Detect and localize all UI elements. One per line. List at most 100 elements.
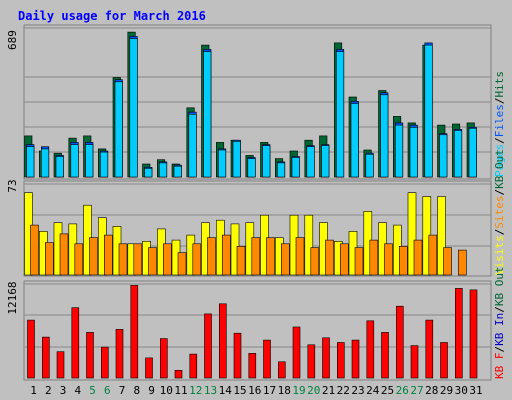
bar-sites-day-24 [369,239,379,276]
bar-kb-f-day-19 [292,326,301,379]
legend-top: Pages/Files/Hits [493,71,506,177]
bar-kb-f-day-16 [248,352,257,379]
bar-kb-f-day-10 [160,338,168,379]
bar-kb-f-day-17 [263,339,271,379]
legend-item-kb-out: KB Out [493,149,506,189]
bar-kb-f-day-6 [101,346,109,379]
top-ymax-label: 689 [6,30,19,50]
bar-pages-day-13 [203,51,212,178]
legend-separator: / [493,189,506,196]
panel-top [23,24,492,180]
bar-pages-day-1 [26,146,35,178]
day-label-12: 12 [189,384,202,397]
bar-pages-day-7 [114,81,123,178]
legend-item-sites: Sites [493,196,506,229]
day-label-6: 6 [104,384,111,397]
day-label-15: 15 [233,384,246,397]
bar-pages-day-12 [188,114,197,178]
bar-sites-day-17 [266,237,275,276]
bar-kb-f-day-18 [277,361,286,379]
day-label-23: 23 [351,384,364,397]
bar-sites-day-27 [413,239,423,276]
bar-kb-f-day-12 [189,353,198,379]
bar-pages-day-5 [85,144,94,178]
day-label-3: 3 [60,384,67,397]
bar-kb-f-day-28 [425,319,434,379]
middle-ymax-label: 73 [6,179,19,192]
bar-pages-day-10 [159,162,168,178]
day-label-26: 26 [396,384,409,397]
legend-separator: / [493,98,506,105]
bar-sites-day-12 [192,243,202,276]
panel-frame [23,280,492,381]
panel-bottom [23,280,492,381]
bar-kb-f-day-26 [395,305,404,379]
bar-pages-day-31 [468,128,477,178]
bar-pages-day-4 [70,144,79,178]
bar-pages-day-25 [380,94,389,178]
bar-pages-day-29 [439,134,448,178]
bar-kb-f-day-4 [71,307,80,379]
bar-kb-f-day-20 [307,344,316,379]
bar-pages-day-19 [291,157,300,178]
legend-item-files: Files [493,104,506,137]
bar-sites-day-15 [236,246,246,276]
bar-kb-f-day-2 [41,336,50,379]
day-label-31: 31 [469,384,482,397]
bar-sites-day-26 [398,246,408,276]
bar-pages-day-15 [232,141,241,178]
bar-kb-f-day-24 [366,320,375,379]
bar-kb-f-day-31 [469,289,478,379]
bar-sites-day-10 [163,243,172,276]
bar-visits-day-27 [407,192,417,276]
bar-pages-day-17 [262,145,271,178]
bar-sites-day-7 [118,243,128,276]
bar-kb-f-day-7 [115,328,124,379]
bar-sites-day-5 [89,237,98,276]
bar-pages-day-6 [100,151,109,178]
day-labels: 1 2 3 4 5 6 7 8 9 10 11 12 13 14 15 16 17 18 19 20 21 22 23 24 2… [30,384,482,397]
bar-sites-day-8 [133,243,143,276]
legend-item-kb-in: KB In [493,313,506,346]
bar-sites-day-18 [280,243,290,276]
panels-layer [23,24,492,381]
bar-sites-day-3 [59,233,69,276]
day-label-17: 17 [263,384,276,397]
day-label-25: 25 [381,384,394,397]
bar-pages-day-26 [394,124,404,178]
bar-kb-f-day-25 [381,332,389,379]
bar-pages-day-3 [55,156,64,178]
bar-pages-day-18 [276,162,286,178]
bar-sites-day-25 [384,243,393,276]
bar-sites-day-23 [354,247,364,276]
bar-pages-day-9 [144,168,153,178]
bar-kb-f-day-3 [56,351,65,379]
bar-sites-day-28 [428,234,438,276]
bar-sites-day-1 [30,224,39,276]
bar-pages-day-16 [247,158,256,178]
bar-kb-f-day-8 [130,284,139,379]
day-label-10: 10 [160,384,173,397]
bar-sites-day-21 [325,239,334,276]
bar-sites-day-13 [207,237,216,276]
chart-title: Daily usage for March 2016 [18,9,206,23]
bar-sites-day-29 [443,247,452,276]
bar-kb-f-day-23 [351,339,360,379]
bar-kb-f-day-11 [174,369,183,379]
bar-sites-day-19 [295,237,305,276]
day-label-5: 5 [89,384,96,397]
bar-kb-f-day-22 [336,342,345,379]
day-label-29: 29 [440,384,453,397]
bar-pages-day-30 [453,130,463,178]
day-label-8: 8 [133,384,140,397]
panel-frame [23,180,492,277]
bar-sites-day-16 [251,237,261,276]
bar-kb-f-day-27 [410,345,419,379]
bar-kb-f-day-30 [454,288,463,379]
bar-pages-day-24 [365,154,374,178]
bar-kb-f-day-1 [27,319,35,379]
day-label-16: 16 [248,384,261,397]
bar-kb-f-day-21 [322,337,330,379]
